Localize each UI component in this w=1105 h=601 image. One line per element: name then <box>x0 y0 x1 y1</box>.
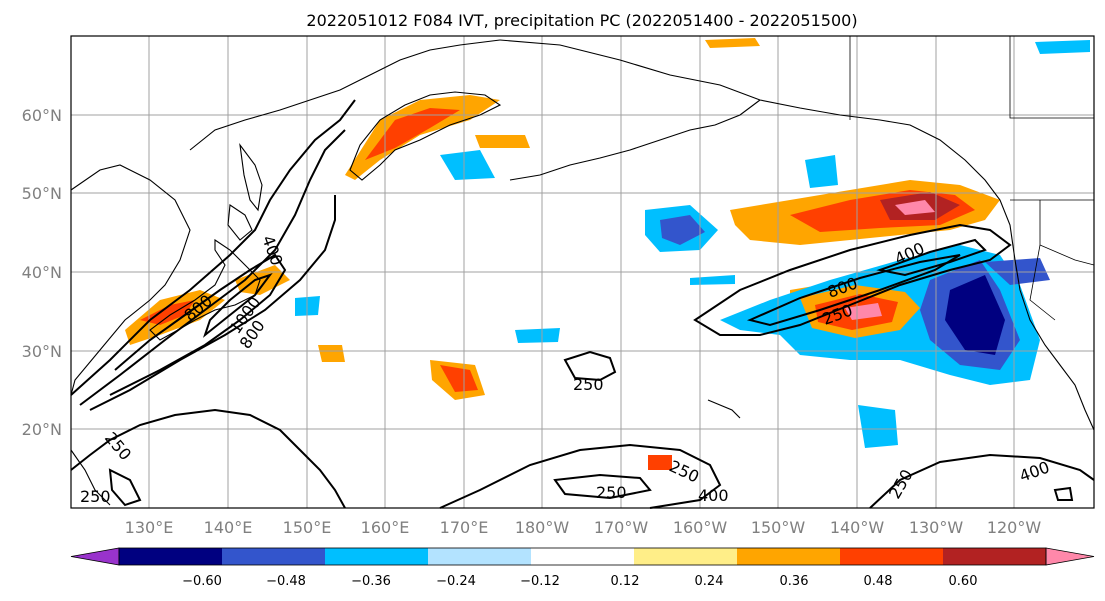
colorbar-segments <box>70 547 1095 566</box>
coastlines <box>70 39 1095 506</box>
map-frame <box>70 35 1095 509</box>
longitude-tick-labels: 130°E 140°E 150°E 160°E 170°E 180°W 170°… <box>125 518 1042 537</box>
colorbar-segment <box>428 548 532 565</box>
colorbar-labels: −0.60 −0.48 −0.36 −0.24 −0.12 0.12 0.24 … <box>182 574 977 589</box>
gridlines <box>71 36 1094 508</box>
colorbar-segment <box>531 548 635 565</box>
y-tick-label: 40°N <box>22 263 62 282</box>
colorbar-segment <box>634 548 738 565</box>
contour-label: 250 <box>573 375 604 394</box>
contour-label: 250 <box>80 487 111 506</box>
figure-title: 2022051012 F084 IVT, precipitation PC (2… <box>306 11 857 30</box>
x-tick-label: 130°W <box>909 518 964 537</box>
colorbar-label: −0.12 <box>520 574 560 589</box>
ivt-contours <box>70 99 1095 509</box>
x-tick-label: 150°E <box>283 518 332 537</box>
colorbar-label: 0.12 <box>611 574 640 589</box>
y-tick-label: 60°N <box>22 106 62 125</box>
x-tick-label: 150°W <box>751 518 806 537</box>
colorbar-label: −0.48 <box>266 574 306 589</box>
x-tick-label: 170°W <box>594 518 649 537</box>
colorbar-segment <box>325 548 429 565</box>
colorbar-label: 0.24 <box>695 574 724 589</box>
colorbar-segment <box>943 548 1047 565</box>
colorbar-label: 0.36 <box>780 574 809 589</box>
y-tick-label: 30°N <box>22 342 62 361</box>
x-tick-label: 170°E <box>440 518 489 537</box>
latitude-tick-labels: 20°N 30°N 40°N 50°N 60°N <box>22 106 62 439</box>
contour-label: 250 <box>596 483 627 502</box>
colorbar-extend-low <box>70 547 120 566</box>
x-tick-label: 130°E <box>125 518 174 537</box>
colorbar-segment <box>840 548 944 565</box>
colorbar-extend-high <box>1045 547 1095 566</box>
x-tick-label: 140°E <box>204 518 253 537</box>
colorbar-outline <box>118 547 1047 566</box>
x-tick-label: 120°W <box>987 518 1042 537</box>
x-tick-label: 180°W <box>515 518 570 537</box>
colorbar-segment <box>737 548 841 565</box>
colorbar: −0.60 −0.48 −0.36 −0.24 −0.12 0.12 0.24 … <box>70 547 1095 589</box>
colorbar-segment <box>222 548 326 565</box>
map-panel: 400 800 1000 800 250 250 250 250 400 250… <box>70 35 1095 509</box>
x-tick-label: 140°W <box>830 518 885 537</box>
x-tick-label: 160°E <box>361 518 410 537</box>
colorbar-label: 0.48 <box>864 574 893 589</box>
x-tick-label: 160°W <box>673 518 728 537</box>
y-tick-label: 50°N <box>22 184 62 203</box>
colorbar-segment <box>119 548 223 565</box>
colorbar-label: −0.36 <box>351 574 391 589</box>
colorbar-label: −0.60 <box>182 574 222 589</box>
colorbar-label: −0.24 <box>436 574 476 589</box>
colorbar-label: 0.60 <box>949 574 978 589</box>
contour-label: 400 <box>698 486 729 505</box>
y-tick-label: 20°N <box>22 420 62 439</box>
borders <box>849 36 1095 321</box>
